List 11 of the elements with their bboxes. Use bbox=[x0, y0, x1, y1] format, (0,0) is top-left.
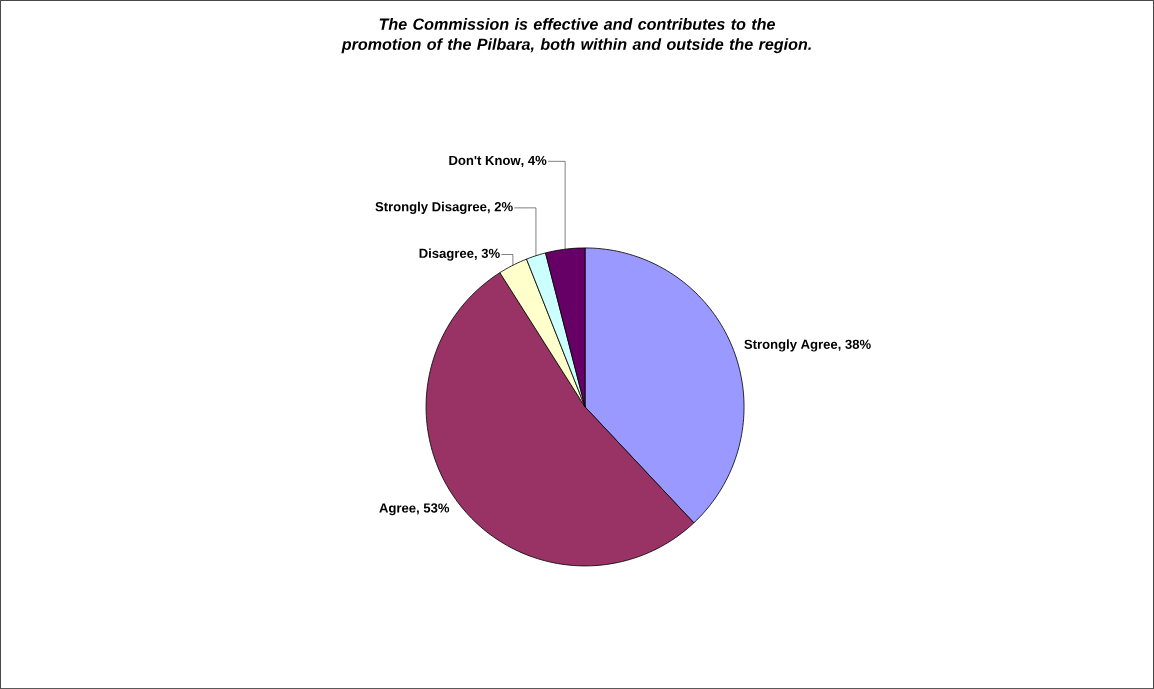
chart-title: The Commission is effective and contributes to the promotion of the Pilbara, both within and outside the region. bbox=[341, 17, 811, 54]
slice-label: Strongly Disagree bbox=[375, 201, 487, 214]
data-label: , 53% bbox=[416, 503, 450, 515]
data-label: , 3% bbox=[474, 248, 500, 260]
slice-label: Disagree bbox=[419, 248, 474, 261]
slice-label: Strongly Agree bbox=[744, 339, 838, 352]
data-label: , 38% bbox=[838, 339, 871, 351]
slice-label: Don't Know bbox=[449, 155, 521, 165]
data-label: , 2% bbox=[487, 202, 513, 214]
slice-label: Agree bbox=[379, 503, 416, 516]
data-label: , 4% bbox=[521, 155, 547, 167]
